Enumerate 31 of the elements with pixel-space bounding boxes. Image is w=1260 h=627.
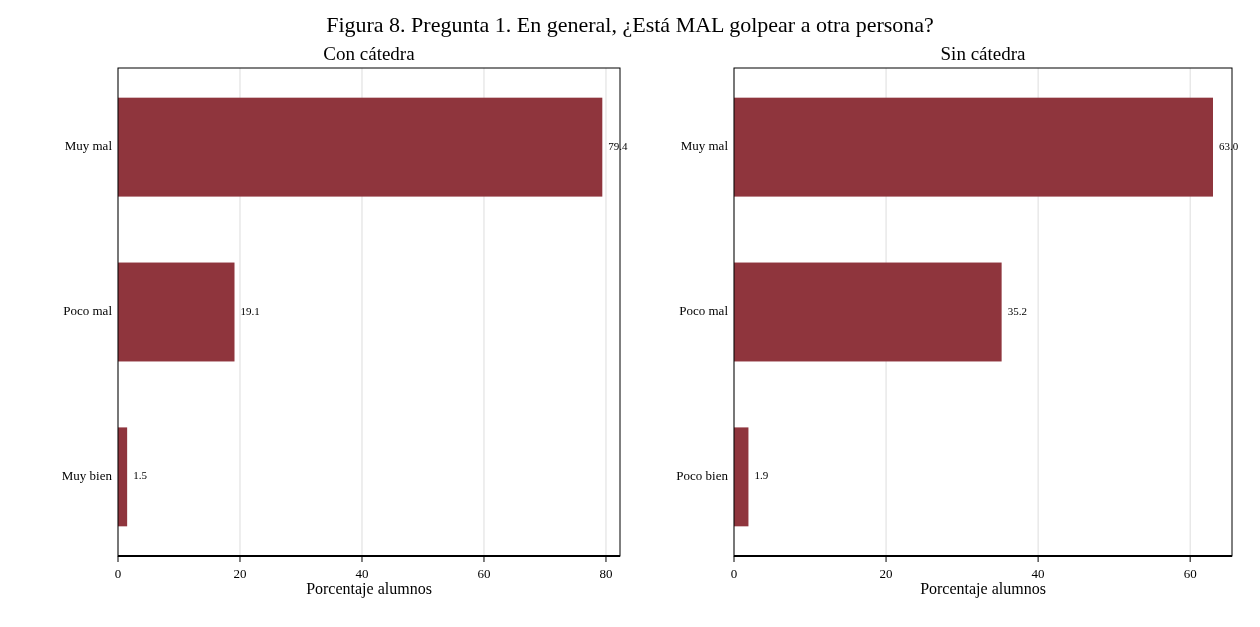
x-tick-label: 0 [730,566,738,581]
data-label: 35.2 [1007,304,1027,317]
data-label: 1.5 [133,469,148,482]
y-tick-label: Muy bien [61,467,113,483]
chart-title: Con cátedra [323,43,416,64]
x-axis-title: Porcentaje alumnos [306,580,432,598]
x-tick-label: 40 [355,566,369,581]
y-tick-label: Poco bien [676,467,729,483]
bar [734,262,1002,362]
data-label: 1.9 [754,469,769,482]
y-tick-label: Muy mal [680,138,729,154]
x-tick-label: 60 [1183,566,1197,581]
y-tick-label: Poco mal [679,302,729,318]
chart-title: Sin cátedra [940,43,1027,64]
data-label: 79.4 [608,139,629,152]
bar [734,427,749,527]
bar [734,97,1213,197]
x-tick-label: 40 [1031,566,1045,581]
x-tick-label: 20 [879,566,893,581]
x-tick-label: 20 [233,566,247,581]
x-axis-title: Porcentaje alumnos [920,580,1046,598]
y-tick-label: Poco mal [63,302,113,318]
bar [118,97,603,197]
y-tick-label: Muy mal [64,138,113,154]
x-tick-label: 60 [477,566,491,581]
data-label: 19.1 [240,304,260,317]
data-label: 63.0 [1218,139,1239,152]
bar [118,262,235,362]
x-tick-label: 0 [114,566,122,581]
text: Figura 8. Pregunta 1. En general, ¿Está MAL golpear a otra persona? [326,12,934,37]
x-tick-label: 80 [599,566,613,581]
